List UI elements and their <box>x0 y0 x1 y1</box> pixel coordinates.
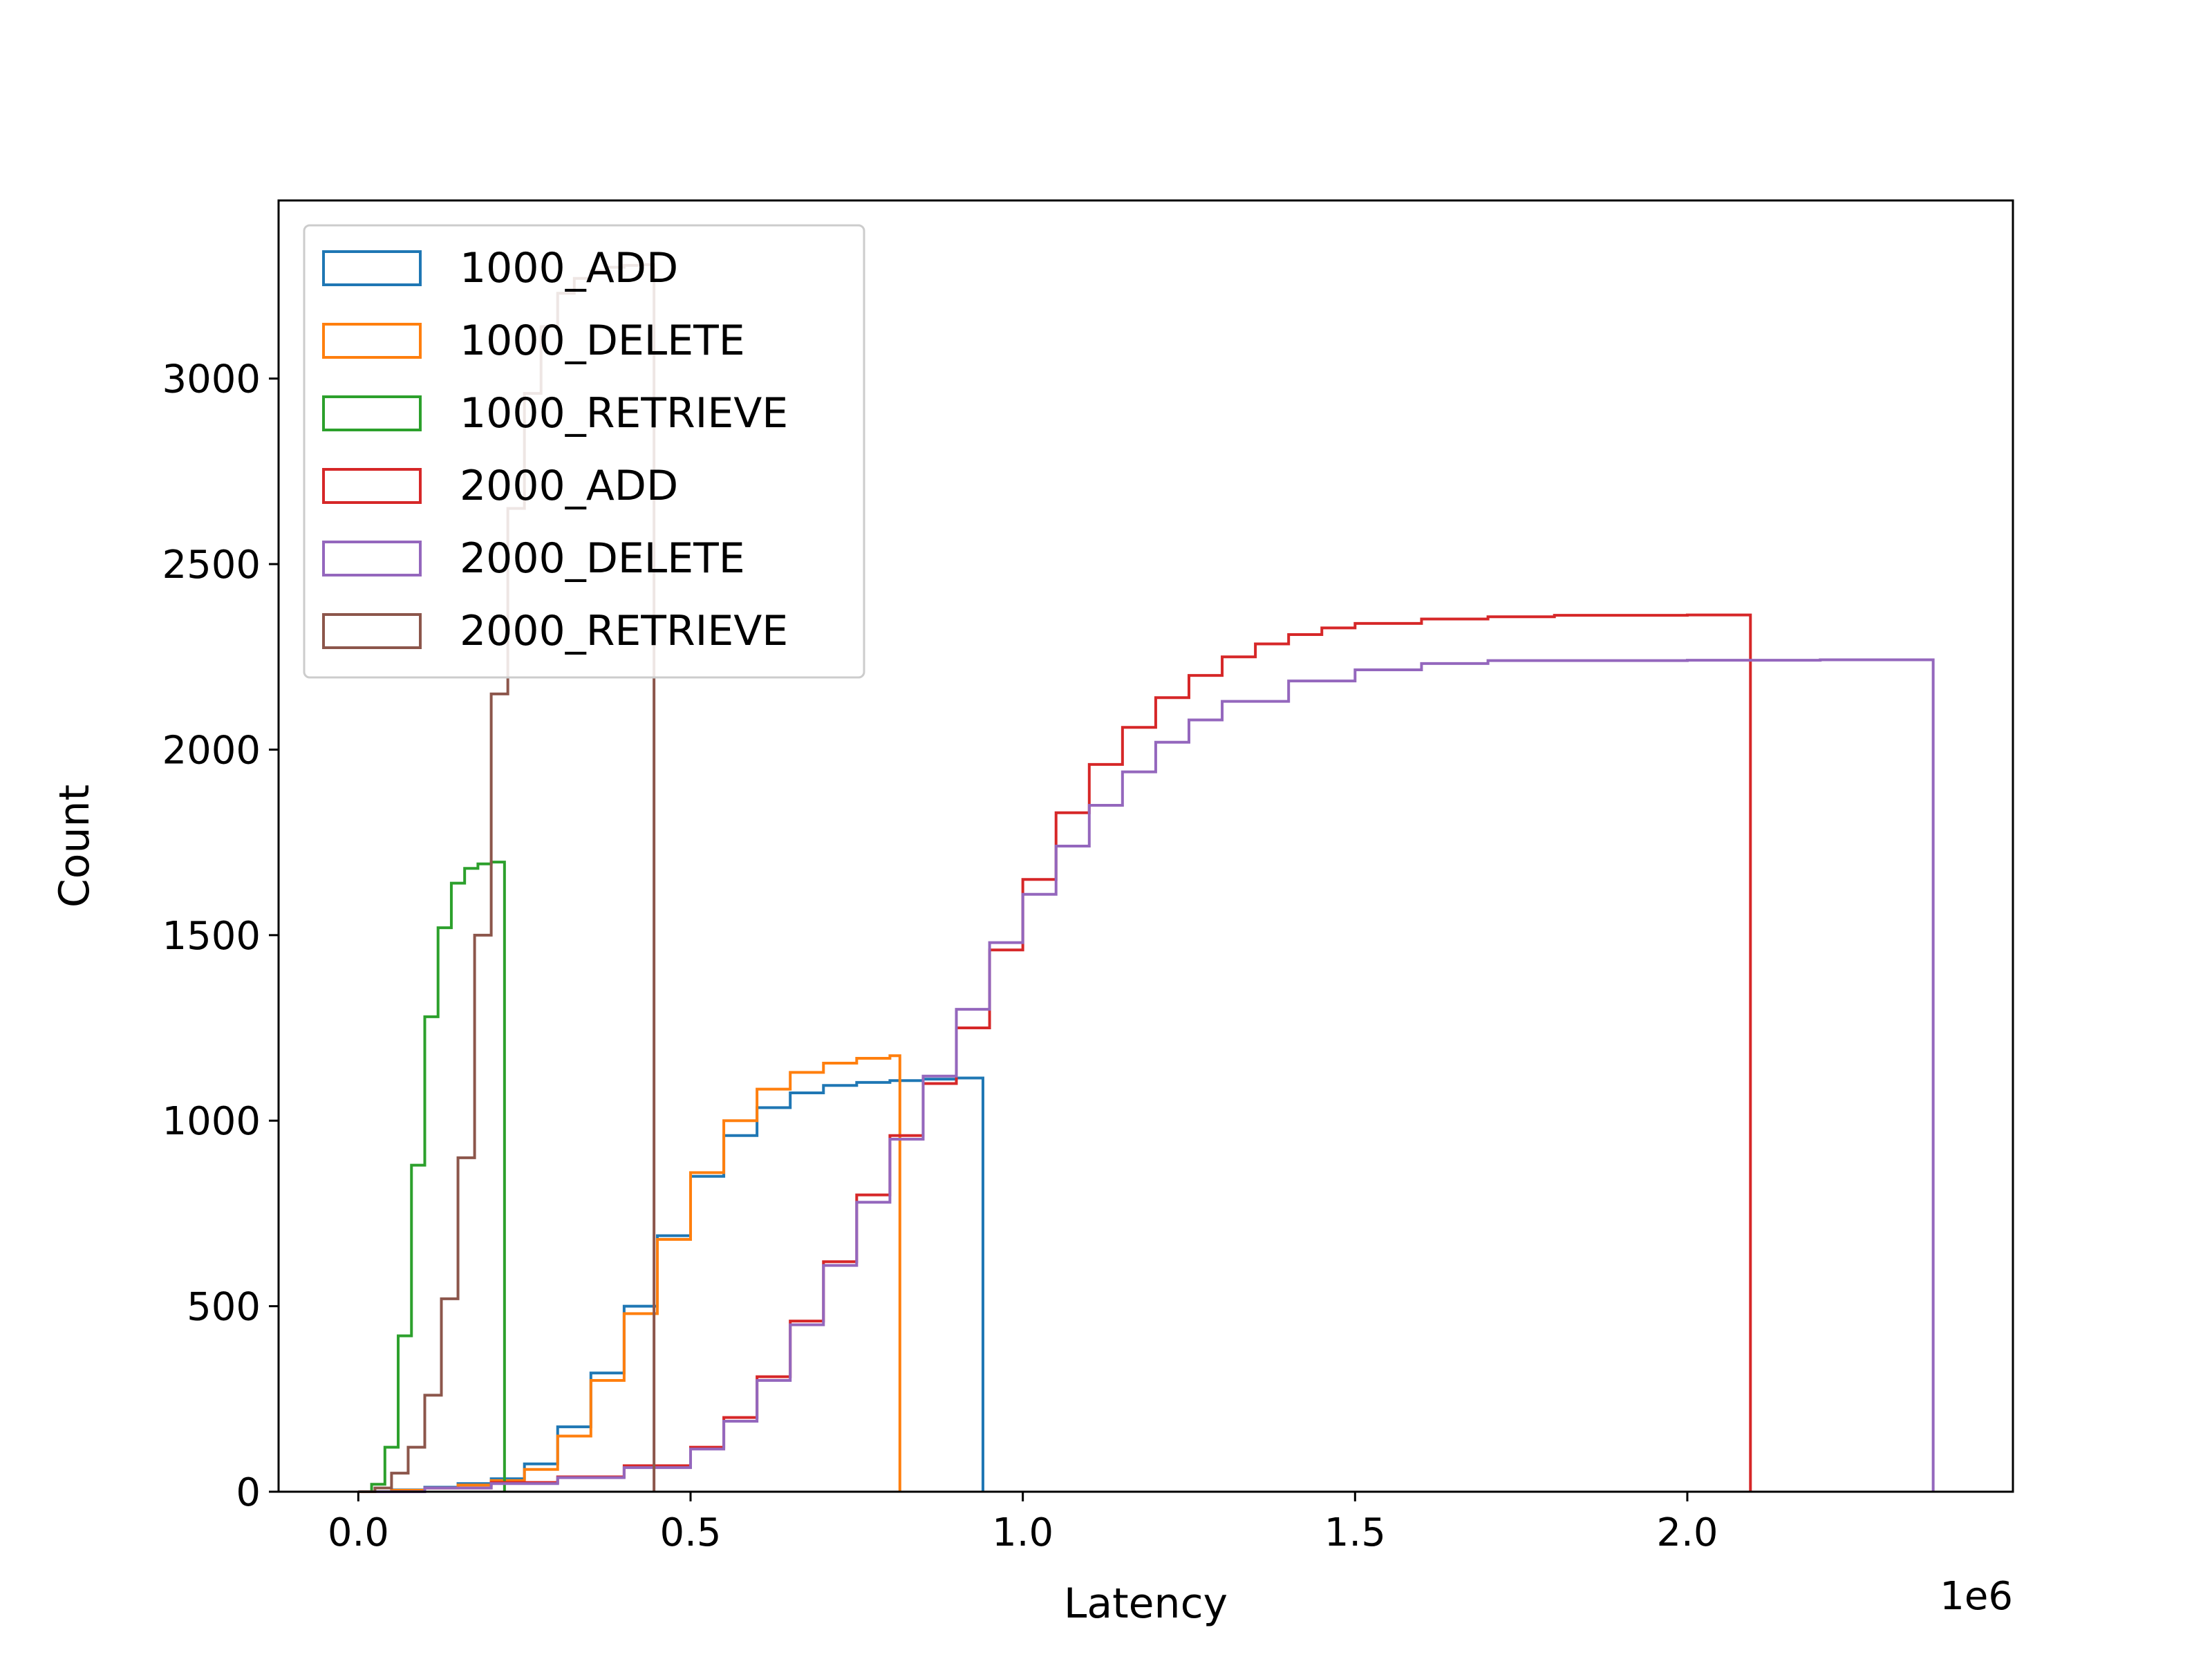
legend-entry: 1000_DELETE <box>322 317 745 365</box>
x-tick-label: 1.5 <box>1324 1510 1386 1555</box>
legend-entry: 2000_DELETE <box>322 534 745 583</box>
legend-swatch <box>322 541 422 577</box>
series-1000-retrieve <box>358 861 506 1493</box>
legend-entry: 2000_ADD <box>322 462 678 510</box>
legend-entry: 1000_RETRIEVE <box>322 389 788 438</box>
legend-swatch <box>322 323 422 359</box>
y-tick-label: 3000 <box>162 357 261 402</box>
y-tick-label: 2500 <box>162 543 261 588</box>
y-tick-label: 0 <box>236 1470 261 1515</box>
x-tick-label: 1.0 <box>992 1510 1053 1555</box>
legend-swatch <box>322 395 422 431</box>
legend-label: 2000_DELETE <box>460 534 745 583</box>
y-axis-label: Count <box>50 785 99 908</box>
legend-box <box>303 224 865 679</box>
plot-frame <box>277 199 2014 1493</box>
legend-entry: 2000_RETRIEVE <box>322 607 788 655</box>
series-1000-delete <box>358 1054 901 1493</box>
legend-label: 2000_ADD <box>460 462 678 510</box>
legend-swatch <box>322 468 422 504</box>
x-axis: 0.0 0.5 1.0 1.5 2.0 <box>328 1492 1718 1555</box>
series-2000-add <box>358 613 1752 1493</box>
y-tick-label: 1000 <box>162 1099 261 1144</box>
y-axis: 0 500 1000 1500 2000 2500 3000 <box>162 357 279 1515</box>
x-tick-label: 2.0 <box>1656 1510 1718 1555</box>
legend-swatch <box>322 250 422 286</box>
legend-swatch <box>322 613 422 649</box>
legend-label: 1000_RETRIEVE <box>460 389 788 438</box>
legend-label: 1000_DELETE <box>460 317 745 365</box>
x-tick-label: 0.5 <box>659 1510 721 1555</box>
y-tick-label: 500 <box>187 1285 261 1330</box>
legend-entry: 1000_ADD <box>322 244 678 292</box>
legend: 1000_ADD 1000_DELETE 1000_RETRIEVE 2000_ADD… <box>303 224 865 679</box>
y-tick-label: 1500 <box>162 914 261 959</box>
y-tick-label: 2000 <box>162 728 261 773</box>
x-axis-label: Latency <box>1064 1580 1228 1628</box>
x-axis-offset-text: 1e6 <box>1940 1574 2013 1619</box>
legend-label: 2000_RETRIEVE <box>460 607 788 655</box>
legend-label: 1000_ADD <box>460 244 678 292</box>
series-2000-delete <box>358 658 1935 1493</box>
x-tick-label: 0.0 <box>328 1510 389 1555</box>
